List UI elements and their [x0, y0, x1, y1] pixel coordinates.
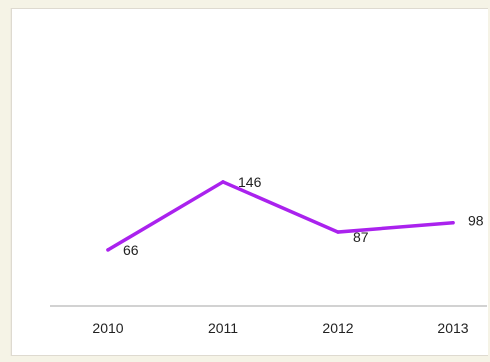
x-axis-tick-labels: 2010 2011 2012 2013	[92, 320, 468, 336]
chart-plot-area	[11, 8, 488, 356]
series-line	[106, 179, 455, 252]
data-label: 66	[123, 242, 139, 258]
data-labels: 66 146 87 98	[123, 174, 484, 258]
x-tick-label: 2012	[322, 320, 353, 336]
data-point	[106, 248, 110, 252]
data-label: 146	[238, 174, 262, 190]
x-tick-label: 2013	[437, 320, 468, 336]
data-point	[221, 180, 225, 184]
x-tick-label: 2011	[208, 320, 238, 336]
data-label: 87	[353, 229, 369, 245]
series-group	[106, 179, 455, 252]
data-point	[451, 220, 455, 225]
data-point	[336, 230, 340, 234]
data-label: 98	[468, 213, 484, 229]
x-tick-label: 2010	[92, 320, 123, 336]
